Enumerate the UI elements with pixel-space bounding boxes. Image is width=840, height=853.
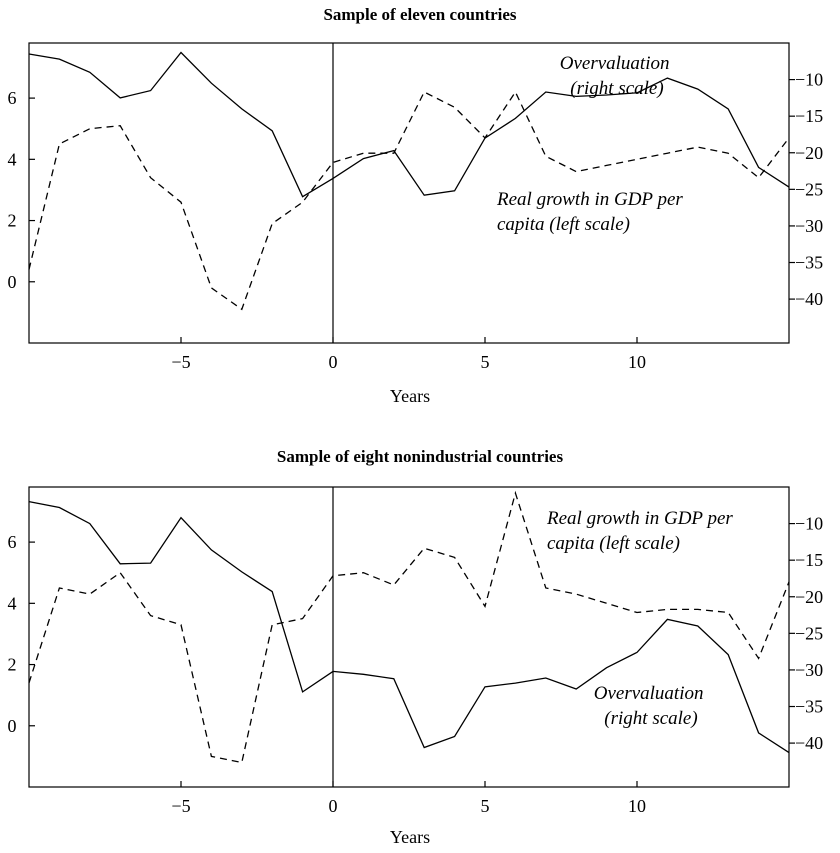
right-tick-label: −10 [795, 514, 823, 534]
x-tick-label: 10 [628, 796, 646, 816]
annotation-line: (right scale) [604, 708, 697, 729]
right-tick-label: −30 [795, 216, 823, 236]
x-axis-label: Years [390, 386, 430, 406]
x-tick-label: 0 [329, 796, 338, 816]
left-axis-ticks: 0 2 4 6 [8, 532, 35, 736]
annotation-line: capita (left scale) [497, 214, 630, 235]
x-axis-ticks: −5 0 5 10 [171, 781, 646, 816]
right-tick-label: −20 [795, 587, 823, 607]
left-tick-label: 2 [8, 655, 17, 675]
overvaluation-annotation: Overvaluation (right scale) [594, 683, 709, 729]
right-axis-ticks: −10 −15 −20 −25 −30 −35 −40 [789, 514, 823, 753]
right-axis-ticks: −10 −15 −20 −25 −30 −35 −40 [789, 70, 823, 309]
x-axis-label: Years [390, 827, 430, 847]
overvaluation-annotation: Overvaluation (right scale) [560, 53, 675, 99]
annotation-line: capita (left scale) [547, 533, 680, 554]
left-tick-label: 4 [8, 149, 17, 169]
annotation-line: Real growth in GDP per [546, 508, 733, 529]
panel-eleven-countries: Sample of eleven countries 0 2 4 6 −10 −15 −2… [8, 5, 824, 406]
left-tick-label: 2 [8, 211, 17, 231]
plot-frame [28, 486, 790, 788]
right-tick-label: −40 [795, 289, 823, 309]
annotation-line: (right scale) [570, 78, 663, 99]
right-tick-label: −25 [795, 179, 823, 199]
left-tick-label: 4 [8, 593, 17, 613]
plot-frame [28, 42, 790, 344]
x-axis-ticks: −5 0 5 10 [171, 337, 646, 372]
x-tick-label: 10 [628, 352, 646, 372]
right-tick-label: −40 [795, 733, 823, 753]
left-tick-label: 6 [8, 88, 17, 108]
gdp-growth-annotation: Real growth in GDP per capita (left scal… [496, 189, 688, 235]
right-tick-label: −10 [795, 70, 823, 90]
overvaluation-line [28, 500, 790, 754]
panel-eight-nonindustrial-countries: Sample of eight nonindustrial countries … [8, 447, 824, 847]
right-tick-label: −20 [795, 143, 823, 163]
x-tick-label: −5 [171, 796, 190, 816]
right-tick-label: −25 [795, 623, 823, 643]
right-tick-label: −35 [795, 253, 823, 273]
left-tick-label: 0 [8, 716, 17, 736]
right-tick-label: −15 [795, 106, 823, 126]
chart-title: Sample of eight nonindustrial countries [277, 447, 564, 466]
left-tick-label: 0 [8, 272, 17, 292]
x-tick-label: 0 [329, 352, 338, 372]
right-tick-label: −35 [795, 697, 823, 717]
x-tick-label: 5 [481, 796, 490, 816]
left-tick-label: 6 [8, 532, 17, 552]
annotation-line: Overvaluation [560, 53, 670, 74]
annotation-line: Overvaluation [594, 683, 704, 704]
right-tick-label: −15 [795, 550, 823, 570]
left-axis-ticks: 0 2 4 6 [8, 88, 35, 292]
chart-title: Sample of eleven countries [323, 5, 516, 24]
x-tick-label: −5 [171, 352, 190, 372]
overvaluation-line [28, 51, 790, 198]
annotation-line: Real growth in GDP per [496, 189, 683, 210]
gdp-growth-annotation: Real growth in GDP per capita (left scal… [546, 508, 738, 554]
x-tick-label: 5 [481, 352, 490, 372]
right-tick-label: −30 [795, 660, 823, 680]
gdp-growth-line [28, 490, 790, 764]
